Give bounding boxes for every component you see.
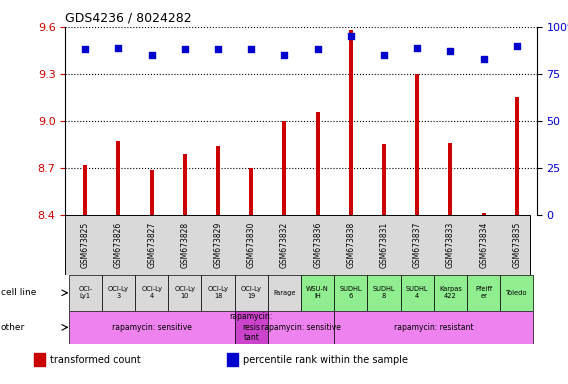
- Bar: [367, 275, 400, 311]
- Text: rapamycin:
resis
tant: rapamycin: resis tant: [229, 313, 273, 342]
- Bar: [467, 275, 500, 311]
- Point: [313, 46, 322, 53]
- Text: other: other: [1, 323, 25, 332]
- Bar: [83, 165, 87, 215]
- Bar: [168, 275, 202, 311]
- Point: [247, 46, 256, 53]
- Bar: [135, 275, 168, 311]
- Text: Farage: Farage: [273, 290, 296, 296]
- Bar: [249, 168, 253, 215]
- Text: WSU-N
IH: WSU-N IH: [306, 286, 329, 299]
- Point: [180, 46, 189, 53]
- Point: [214, 46, 223, 53]
- Bar: [449, 143, 453, 215]
- Point: [147, 52, 156, 58]
- Text: OCI-Ly
4: OCI-Ly 4: [141, 286, 162, 299]
- Text: GSM673836: GSM673836: [313, 222, 322, 268]
- Bar: [116, 141, 120, 215]
- Bar: [482, 214, 486, 215]
- Point: [346, 33, 356, 40]
- Bar: [268, 275, 301, 311]
- Text: cell line: cell line: [1, 288, 36, 297]
- Bar: [500, 275, 533, 311]
- Bar: [216, 146, 220, 215]
- Point: [446, 48, 455, 55]
- Text: OCI-Ly
18: OCI-Ly 18: [207, 286, 228, 299]
- Text: OCI-
Ly1: OCI- Ly1: [78, 286, 93, 299]
- Text: OCI-Ly
3: OCI-Ly 3: [108, 286, 129, 299]
- Bar: [382, 144, 386, 215]
- Bar: [69, 275, 102, 311]
- Bar: [102, 275, 135, 311]
- Text: percentile rank within the sample: percentile rank within the sample: [243, 354, 408, 365]
- Point: [479, 56, 488, 62]
- Bar: [69, 311, 235, 344]
- Bar: [183, 154, 187, 215]
- Text: SUDHL
4: SUDHL 4: [406, 286, 428, 299]
- Bar: [434, 275, 467, 311]
- Bar: [415, 74, 419, 215]
- Bar: [149, 170, 153, 215]
- Point: [512, 43, 521, 49]
- Bar: [235, 311, 268, 344]
- Bar: [268, 311, 334, 344]
- Text: SUDHL
8: SUDHL 8: [373, 286, 395, 299]
- Point: [81, 46, 90, 53]
- Bar: [301, 275, 334, 311]
- Text: OCI-Ly
19: OCI-Ly 19: [241, 286, 262, 299]
- Point: [280, 52, 289, 58]
- Text: GSM673834: GSM673834: [479, 222, 488, 268]
- Text: SUDHL
6: SUDHL 6: [340, 286, 362, 299]
- Point: [413, 45, 422, 51]
- Bar: [34, 353, 45, 366]
- Text: GSM673838: GSM673838: [346, 222, 356, 268]
- Bar: [235, 275, 268, 311]
- Text: GSM673829: GSM673829: [214, 222, 223, 268]
- Text: GSM673835: GSM673835: [512, 222, 521, 268]
- Text: GSM673837: GSM673837: [413, 222, 421, 268]
- Bar: [316, 111, 320, 215]
- Bar: [349, 30, 353, 215]
- Bar: [334, 275, 367, 311]
- Bar: [282, 121, 286, 215]
- Text: transformed count: transformed count: [51, 354, 141, 365]
- Text: GSM673832: GSM673832: [280, 222, 289, 268]
- Text: GSM673826: GSM673826: [114, 222, 123, 268]
- Text: OCI-Ly
10: OCI-Ly 10: [174, 286, 195, 299]
- Text: GSM673831: GSM673831: [379, 222, 389, 268]
- Text: Pfeiff
er: Pfeiff er: [475, 286, 492, 299]
- Text: rapamycin: resistant: rapamycin: resistant: [394, 323, 474, 332]
- Point: [379, 52, 389, 58]
- Text: GSM673828: GSM673828: [181, 222, 189, 268]
- Point: [114, 45, 123, 51]
- Text: Toledo: Toledo: [506, 290, 528, 296]
- Text: Karpas
422: Karpas 422: [439, 286, 462, 299]
- Bar: [334, 311, 533, 344]
- Text: GDS4236 / 8024282: GDS4236 / 8024282: [65, 12, 192, 25]
- Text: GSM673830: GSM673830: [247, 222, 256, 268]
- Text: GSM673827: GSM673827: [147, 222, 156, 268]
- Bar: [227, 353, 239, 366]
- Bar: [515, 98, 519, 215]
- Bar: [400, 275, 434, 311]
- Text: rapamycin: sensitive: rapamycin: sensitive: [112, 323, 191, 332]
- Text: GSM673825: GSM673825: [81, 222, 90, 268]
- Text: rapamycin: sensitive: rapamycin: sensitive: [261, 323, 341, 332]
- Text: GSM673833: GSM673833: [446, 222, 455, 268]
- Bar: [202, 275, 235, 311]
